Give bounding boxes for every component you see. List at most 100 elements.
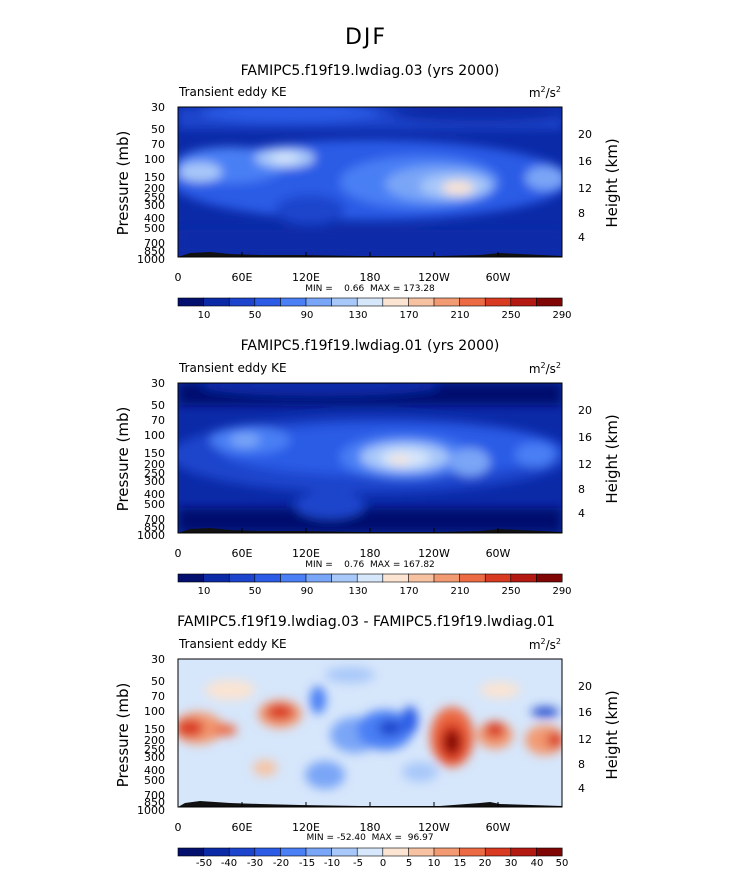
y-tick-label: 300	[144, 475, 165, 488]
x-tick-label: 60E	[232, 271, 253, 284]
x-tick-label: 0	[175, 821, 182, 834]
colorbar-label: 10	[428, 858, 441, 869]
y-tick-label: 150	[144, 447, 165, 460]
y-tick-label: 50	[151, 675, 165, 688]
panel-1-y2-axis-title: Height (km)	[603, 138, 621, 227]
colorbar-label: 50	[556, 858, 569, 869]
panel-2-y-axis-title: Pressure (mb)	[114, 407, 132, 512]
colorbar-label: -20	[273, 858, 289, 869]
y-tick-label: 70	[151, 138, 165, 151]
panel-1-ticks	[177, 252, 563, 257]
colorbar-label: 20	[479, 858, 492, 869]
y2-tick-label: 16	[578, 155, 592, 168]
colorbar-swatch	[459, 573, 486, 583]
y-tick-label: 400	[144, 488, 165, 501]
colorbar-swatch	[331, 297, 358, 307]
panel-1-field	[178, 107, 562, 257]
colorbar-label: 130	[348, 310, 367, 321]
panel-2-variable-label: Transient eddy KE	[178, 361, 287, 375]
y2-tick-label: 4	[578, 231, 585, 244]
y-tick-label: 500	[144, 222, 165, 235]
colorbar-label: 10	[198, 310, 211, 321]
y-tick-label: 100	[144, 153, 165, 166]
colorbar-swatch	[305, 297, 333, 307]
units-exp1: 2	[541, 361, 546, 370]
panel-3-y2-axis: 20 16 12 8 4	[578, 680, 592, 795]
y-tick-label: 400	[144, 212, 165, 225]
y-tick-label: 100	[144, 705, 165, 718]
panel-1-y-axis: 30 50 70 100 150 200 250 300 400 500 700…	[137, 101, 165, 266]
y-tick-label: 250	[144, 467, 165, 480]
panel-1-variable-label: Transient eddy KE	[178, 85, 287, 99]
y2-tick-label: 12	[578, 733, 592, 746]
colorbar-label: 50	[249, 586, 262, 597]
panel-3-field	[178, 659, 562, 807]
colorbar-swatch	[228, 573, 256, 583]
colorbar-label: 90	[301, 310, 314, 321]
panel-1-y-axis-title: Pressure (mb)	[114, 131, 132, 236]
y-tick-label: 50	[151, 399, 165, 412]
page-title: DJF	[345, 25, 387, 50]
units-exp2: 2	[556, 361, 561, 370]
panel-3-y-axis-title: Pressure (mb)	[114, 683, 132, 788]
colorbar-label: 170	[399, 310, 418, 321]
x-tick-label: 120E	[292, 547, 320, 560]
x-tick-label: 60E	[232, 547, 253, 560]
y-tick-label: 850	[144, 245, 165, 258]
panel-3-colorbar	[177, 847, 563, 857]
panel-2-y2-axis-title: Height (km)	[603, 414, 621, 503]
panel-3-variable-label: Transient eddy KE	[178, 637, 287, 651]
units-exp1: 2	[541, 637, 546, 646]
panel-1-colorbar-labels: 10 50 90 130 170 210 250 290	[198, 310, 572, 321]
colorbar-swatch	[254, 847, 281, 857]
colorbar-label: -5	[353, 858, 363, 869]
panel-3-colorbar-labels: -50 -40 -30 -20 -15 -10 -5 0 5 10 15 20 …	[196, 858, 569, 869]
x-tick-label: 60W	[486, 271, 511, 284]
colorbar-swatch	[228, 847, 256, 857]
y-tick-label: 70	[151, 414, 165, 427]
colorbar-swatch	[484, 847, 512, 857]
colorbar-swatch	[280, 297, 307, 307]
y-tick-label: 300	[144, 751, 165, 764]
x-tick-label: 60E	[232, 821, 253, 834]
colorbar-label: 10	[198, 586, 211, 597]
y-tick-label: 700	[144, 237, 165, 250]
y2-tick-label: 8	[578, 758, 585, 771]
panel-2: FAMIPC5.f19f19.lwdiag.01 (yrs 2000) Tran…	[114, 338, 621, 597]
colorbar-label: 50	[249, 310, 262, 321]
x-tick-label: 120W	[418, 821, 450, 834]
colorbar-label: 290	[552, 586, 571, 597]
colorbar-swatch	[356, 847, 384, 857]
y-tick-label: 70	[151, 690, 165, 703]
y2-tick-label: 16	[578, 706, 592, 719]
colorbar-swatch	[484, 573, 512, 583]
colorbar-swatch	[484, 297, 512, 307]
colorbar-swatch	[280, 847, 307, 857]
panel-1-title: FAMIPC5.f19f19.lwdiag.03 (yrs 2000)	[241, 63, 500, 79]
x-tick-label: 180	[360, 271, 381, 284]
panel-1-units: m2/s2	[529, 85, 561, 100]
colorbar-swatch	[510, 297, 537, 307]
y-tick-label: 1000	[137, 253, 165, 266]
colorbar-swatch	[408, 847, 435, 857]
colorbar-swatch	[382, 847, 409, 857]
y-tick-label: 30	[151, 101, 165, 114]
y-tick-label: 50	[151, 123, 165, 136]
colorbar-label: 15	[454, 858, 467, 869]
y-tick-label: 250	[144, 191, 165, 204]
colorbar-swatch	[510, 847, 537, 857]
panel-2-min-max: MIN = 0.76 MAX = 167.82	[305, 560, 435, 570]
panel-3-y-axis: 30 50 70 100 150 200 250 300 400 500 700…	[137, 653, 165, 817]
y-tick-label: 500	[144, 774, 165, 787]
units-exp2: 2	[556, 637, 561, 646]
y-tick-label: 200	[144, 182, 165, 195]
panel-2-colorbar-labels: 10 50 90 130 170 210 250 290	[198, 586, 572, 597]
colorbar-swatch	[305, 847, 333, 857]
units-base: m	[529, 86, 541, 100]
colorbar-label: 30	[505, 858, 518, 869]
y-tick-label: 700	[144, 789, 165, 802]
colorbar-label: 210	[450, 586, 469, 597]
y2-tick-label: 4	[578, 507, 585, 520]
colorbar-label: 90	[301, 586, 314, 597]
units-mid: /s	[546, 362, 556, 376]
